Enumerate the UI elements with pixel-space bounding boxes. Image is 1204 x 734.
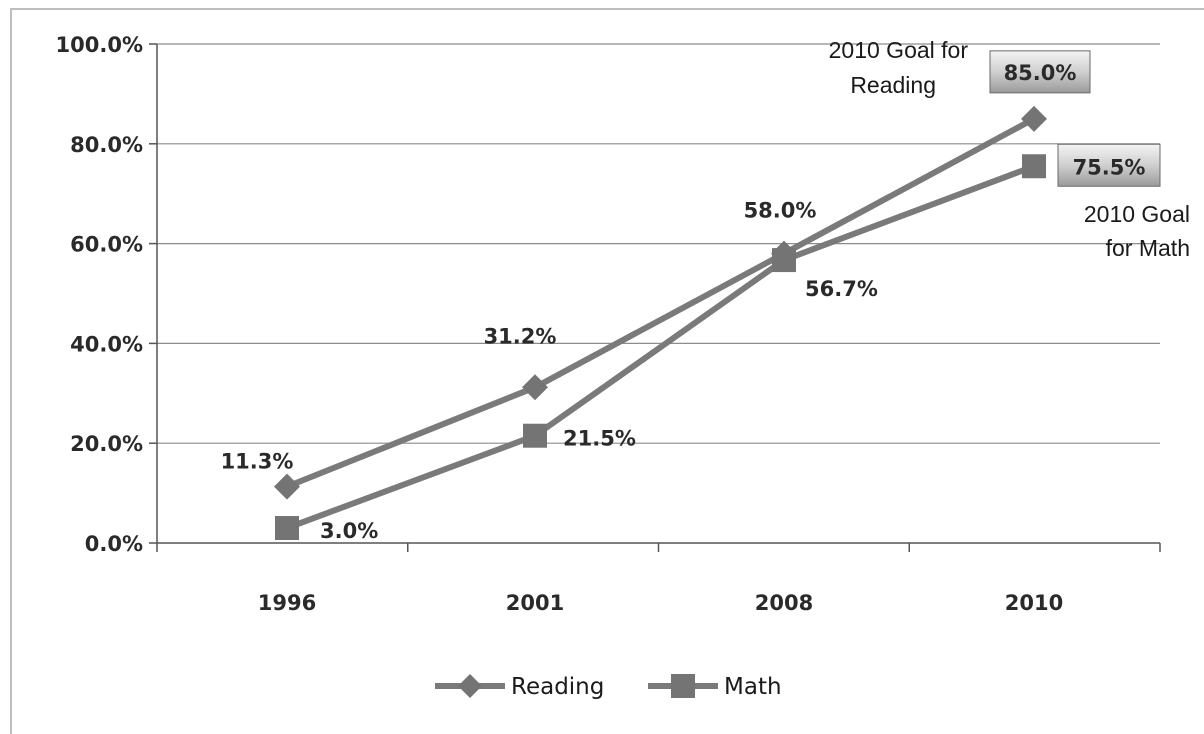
legend-marker-reading	[458, 674, 482, 698]
point-reading	[274, 473, 300, 500]
legend-marker-math	[671, 674, 695, 698]
data-label-reading: 31.2%	[484, 324, 557, 348]
data-labels: 11.3% 31.2% 58.0% 3.0% 21.5% 56.7% 85.0% 75.5%	[221, 50, 1161, 543]
x-tick-labels: 1996 2001 2008 2010	[258, 591, 1063, 615]
legend: Reading Math	[435, 674, 782, 700]
x-tick-label: 2010	[1005, 591, 1063, 615]
goal-box-reading	[989, 50, 1091, 94]
data-label-reading-2010: 85.0%	[1004, 61, 1077, 85]
y-tick-label: 80.0%	[70, 133, 143, 157]
annotation-math-goal-line2: for Math	[1106, 235, 1190, 261]
y-tick-label: 100.0%	[56, 33, 143, 57]
data-label-reading: 58.0%	[744, 199, 817, 223]
series-line-reading	[285, 116, 1036, 490]
y-tick-label: 0.0%	[85, 532, 143, 556]
y-tick-labels: 0.0% 20.0% 40.0% 60.0% 80.0% 100.0%	[56, 33, 143, 556]
chart-frame	[10, 8, 1204, 734]
data-label-math: 3.0%	[320, 519, 378, 543]
series-line-math	[285, 163, 1036, 531]
annotation-reading-goal-line1: 2010 Goal for	[829, 37, 969, 63]
goal-annotations: 2010 Goal for Reading 2010 Goal for Math	[829, 37, 1190, 261]
axes	[149, 43, 1161, 552]
point-math	[772, 248, 796, 273]
legend-label-math: Math	[724, 674, 782, 700]
annotation-reading-goal-line2: Reading	[850, 72, 936, 98]
gridlines	[157, 43, 1160, 444]
data-label-math: 21.5%	[563, 427, 636, 451]
data-label-math-2010: 75.5%	[1073, 155, 1146, 179]
x-tick-label: 1996	[258, 591, 316, 615]
goal-box-math	[1057, 143, 1161, 187]
y-tick-label: 40.0%	[70, 332, 143, 356]
y-tick-label: 60.0%	[70, 233, 143, 257]
point-math	[1022, 154, 1046, 179]
annotation-math-goal-line1: 2010 Goal	[1084, 201, 1190, 227]
data-label-reading: 11.3%	[221, 450, 294, 474]
legend-label-reading: Reading	[511, 674, 604, 700]
data-label-math: 56.7%	[805, 277, 878, 301]
x-tick-label: 2001	[506, 591, 564, 615]
x-tick-label: 2008	[755, 591, 813, 615]
series-lines	[274, 105, 1047, 541]
y-tick-label: 20.0%	[70, 432, 143, 456]
point-math	[275, 516, 299, 541]
point-reading	[522, 374, 548, 401]
point-reading	[1021, 105, 1047, 132]
point-math	[523, 423, 547, 448]
